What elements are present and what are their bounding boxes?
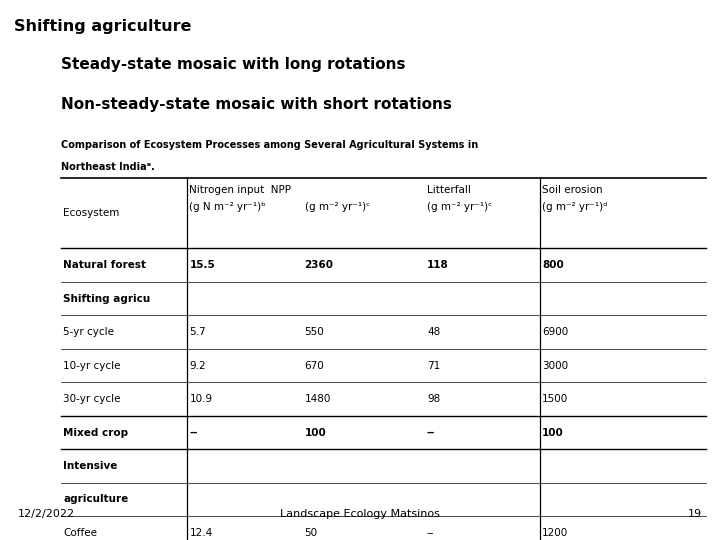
Text: 800: 800: [542, 260, 564, 270]
Text: (g N m⁻² yr⁻¹)ᵇ: (g N m⁻² yr⁻¹)ᵇ: [189, 202, 266, 213]
Text: Comparison of Ecosystem Processes among Several Agricultural Systems in: Comparison of Ecosystem Processes among …: [61, 140, 479, 151]
Text: 10-yr cycle: 10-yr cycle: [63, 361, 121, 370]
Text: Steady-state mosaic with long rotations: Steady-state mosaic with long rotations: [61, 57, 405, 72]
Text: 1480: 1480: [305, 394, 331, 404]
Text: 670: 670: [305, 361, 324, 370]
Text: --: --: [189, 428, 198, 437]
Text: 5-yr cycle: 5-yr cycle: [63, 327, 114, 337]
Text: --: --: [427, 528, 434, 538]
Text: 71: 71: [427, 361, 440, 370]
Text: Non-steady-state mosaic with short rotations: Non-steady-state mosaic with short rotat…: [61, 97, 452, 112]
Text: agriculture: agriculture: [63, 495, 129, 504]
Text: 12.4: 12.4: [189, 528, 212, 538]
Text: 48: 48: [427, 327, 440, 337]
Text: 19: 19: [688, 509, 702, 519]
Text: 12/2/2022: 12/2/2022: [18, 509, 75, 519]
Text: Landscape Ecology Matsinos: Landscape Ecology Matsinos: [280, 509, 440, 519]
Text: 15.5: 15.5: [189, 260, 215, 270]
Text: 118: 118: [427, 260, 449, 270]
Text: 98: 98: [427, 394, 440, 404]
Text: Intensive: Intensive: [63, 461, 118, 471]
Text: 100: 100: [542, 428, 564, 437]
Text: 6900: 6900: [542, 327, 568, 337]
Text: 9.2: 9.2: [189, 361, 206, 370]
Text: Litterfall: Litterfall: [427, 185, 471, 195]
Text: Shifting agricu: Shifting agricu: [63, 294, 150, 303]
Text: Mixed crop: Mixed crop: [63, 428, 128, 437]
Text: Nitrogen input  NPP: Nitrogen input NPP: [189, 185, 292, 195]
Text: 10.9: 10.9: [189, 394, 212, 404]
Text: Soil erosion: Soil erosion: [542, 185, 603, 195]
Text: 550: 550: [305, 327, 324, 337]
Text: (g m⁻² yr⁻¹)ᵈ: (g m⁻² yr⁻¹)ᵈ: [542, 202, 608, 213]
Text: 1500: 1500: [542, 394, 568, 404]
Text: --: --: [427, 428, 436, 437]
Text: 5.7: 5.7: [189, 327, 206, 337]
Text: 100: 100: [305, 428, 326, 437]
Text: Ecosystem: Ecosystem: [63, 208, 120, 218]
Text: 1200: 1200: [542, 528, 568, 538]
Text: Northeast Indiaᵃ.: Northeast Indiaᵃ.: [61, 162, 155, 172]
Text: Coffee: Coffee: [63, 528, 97, 538]
Text: Shifting agriculture: Shifting agriculture: [14, 19, 192, 34]
Text: 2360: 2360: [305, 260, 333, 270]
Text: (g m⁻² yr⁻¹)ᶜ: (g m⁻² yr⁻¹)ᶜ: [305, 202, 369, 213]
Text: 50: 50: [305, 528, 318, 538]
Text: 30-yr cycle: 30-yr cycle: [63, 394, 121, 404]
Text: (g m⁻² yr⁻¹)ᶜ: (g m⁻² yr⁻¹)ᶜ: [427, 202, 492, 213]
Text: 3000: 3000: [542, 361, 568, 370]
Text: Natural forest: Natural forest: [63, 260, 146, 270]
